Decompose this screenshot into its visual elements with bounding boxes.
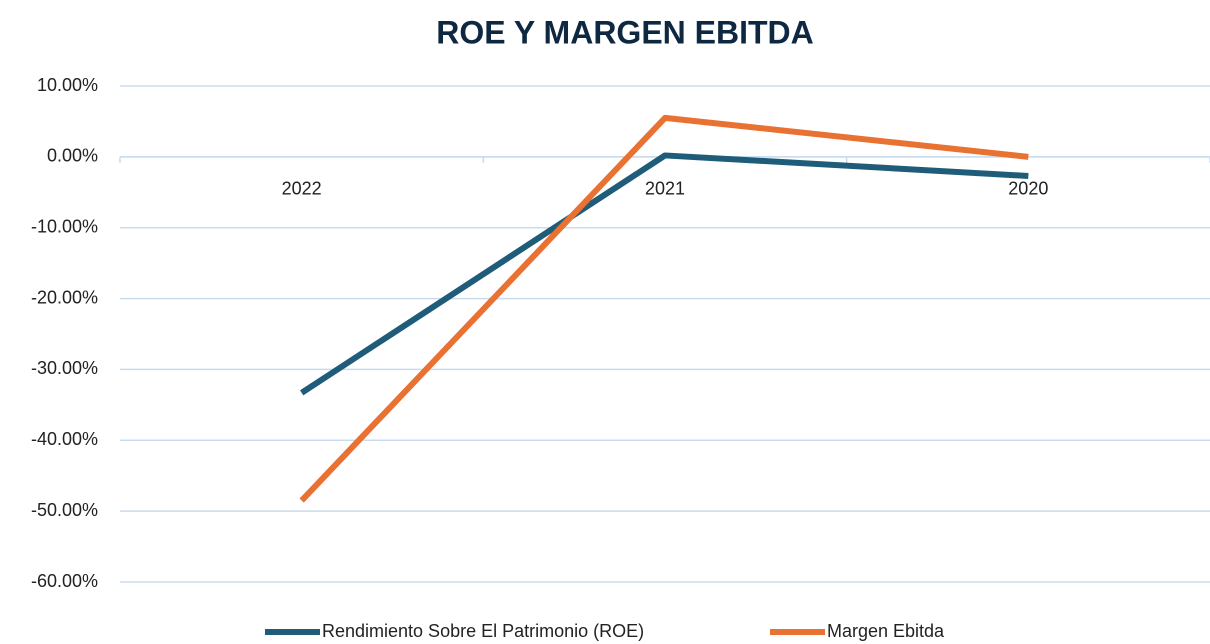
legend-label: Rendimiento Sobre El Patrimonio (ROE) <box>322 621 644 641</box>
chart-title: ROE Y MARGEN EBITDA <box>436 14 814 50</box>
y-tick-label: -10.00% <box>31 216 98 236</box>
y-tick-label: 0.00% <box>47 146 98 166</box>
y-tick-label: -40.00% <box>31 429 98 449</box>
series-line <box>300 152 1029 396</box>
legend-label: Margen Ebitda <box>827 621 945 641</box>
series-line <box>299 114 1029 503</box>
x-tick-label: 2022 <box>282 179 322 199</box>
x-tick-label: 2020 <box>1008 179 1048 199</box>
y-tick-label: 10.00% <box>37 75 98 95</box>
x-tick-label: 2021 <box>645 179 685 199</box>
y-tick-label: -60.00% <box>31 571 98 591</box>
y-tick-label: -20.00% <box>31 287 98 307</box>
y-tick-label: -30.00% <box>31 358 98 378</box>
y-tick-label: -50.00% <box>31 500 98 520</box>
